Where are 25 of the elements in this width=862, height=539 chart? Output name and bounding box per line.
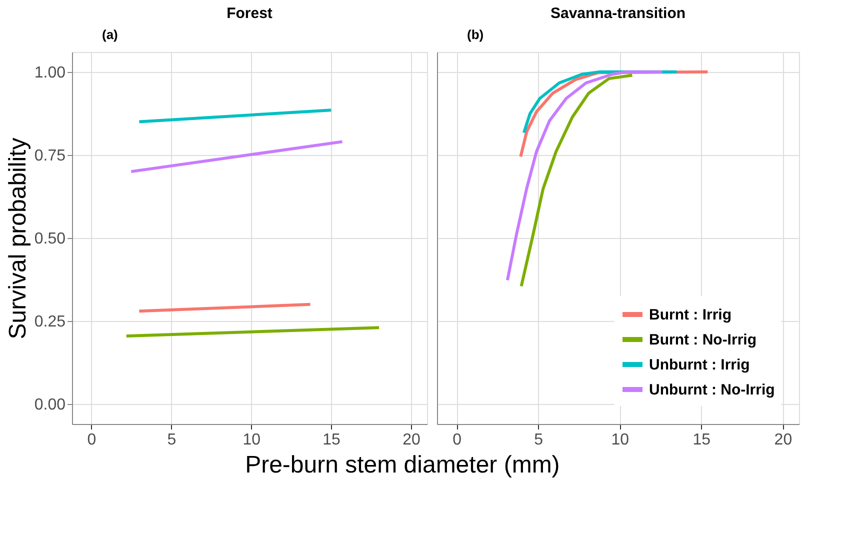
text: (a) xyxy=(102,27,118,42)
x-tick-label: 20 xyxy=(402,432,421,448)
legend-label: Unburnt : Irrig xyxy=(649,356,750,374)
chart-title: Forest xyxy=(226,5,272,22)
x-tick-label: 0 xyxy=(452,432,462,448)
x-axis-title: Pre-burn stem diameter (mm) xyxy=(245,452,560,478)
y-tick-label: 0.75 xyxy=(34,147,66,164)
legend-label: Burnt : Irrig xyxy=(649,306,732,324)
y-tick-label: 1.00 xyxy=(34,64,66,82)
x-tick-label: 5 xyxy=(534,432,544,448)
x-tick-label: 5 xyxy=(167,432,176,448)
x-tick-label: 15 xyxy=(322,432,341,448)
legend-label: Burnt : No-Irrig xyxy=(649,332,756,348)
y-axis-title: Survival probability xyxy=(4,138,32,340)
x-tick-label: 15 xyxy=(692,432,711,448)
chart-title: Savanna-transition xyxy=(550,5,686,22)
y-tick-label: 0.25 xyxy=(34,314,66,331)
x-tick-label: 20 xyxy=(774,432,792,448)
text: (b) xyxy=(467,27,484,42)
x-tick-label: 10 xyxy=(611,432,630,448)
legend-label: Unburnt : No-Irrig xyxy=(649,382,775,398)
x-tick-label: 10 xyxy=(242,432,261,448)
y-tick-label: 0.50 xyxy=(34,230,66,248)
x-tick-label: 0 xyxy=(87,432,96,448)
y-tick-label: 0.00 xyxy=(34,396,66,414)
